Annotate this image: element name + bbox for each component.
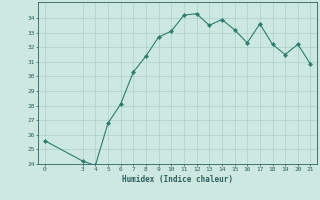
X-axis label: Humidex (Indice chaleur): Humidex (Indice chaleur) (122, 175, 233, 184)
